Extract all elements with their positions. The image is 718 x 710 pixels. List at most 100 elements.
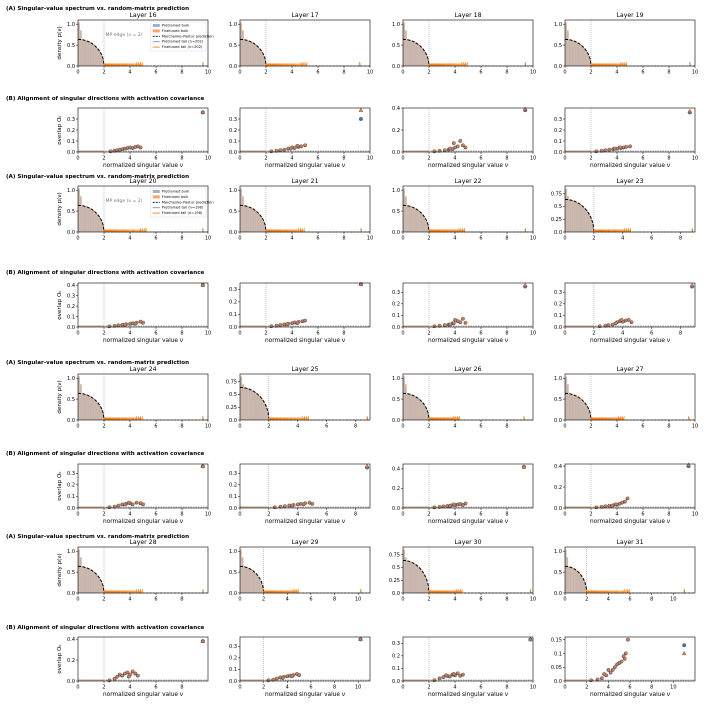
bulk-overlap-band: [240, 325, 266, 327]
axes-frame: [239, 282, 371, 328]
pretrained-bulk-bar: [258, 396, 261, 420]
axes-frame: [402, 19, 534, 67]
pretrained-bulk-bar: [569, 567, 572, 593]
x-tick-label: 4: [286, 685, 289, 691]
y-tick-label: 0.2: [392, 654, 400, 660]
x-tick-label: 4: [615, 156, 618, 162]
x-tick-label: 4: [453, 236, 456, 242]
y-tick-label: 0.2: [392, 486, 400, 492]
x-tick-label: 0: [401, 236, 404, 242]
x-tick-label: 6: [154, 512, 157, 518]
bulk-overlap-band: [403, 325, 429, 327]
x-axis-label: normalized singular value ν: [428, 338, 508, 344]
y-tick-label: 0.0: [67, 591, 75, 597]
x-tick-label: 2: [427, 331, 430, 337]
pretrained-bulk-bar: [240, 377, 243, 420]
pretrained-bulk-bar: [241, 31, 244, 66]
pretrained-bulk-bar: [254, 392, 257, 420]
x-tick-label: 10: [355, 685, 361, 691]
finetuned-point: [441, 504, 446, 508]
finetuned-point: [602, 672, 607, 676]
bulk-overlap-band: [240, 150, 266, 152]
x-tick-label: 8: [342, 156, 345, 162]
bulk-overlap-band: [78, 679, 104, 681]
finetuned-point: [611, 667, 615, 672]
finetuned-point: [437, 676, 442, 680]
y-tick-label: 0.0: [392, 506, 400, 512]
x-tick-label: 6: [641, 156, 644, 162]
y-tick-label: 0.2: [67, 483, 75, 489]
x-tick-label: 8: [505, 597, 508, 603]
y-tick-label: 0.4: [554, 464, 562, 470]
pretrained-bulk-bar: [240, 189, 242, 232]
x-tick-label: 2: [427, 156, 430, 162]
pretrained-bulk-bar: [98, 577, 101, 593]
pretrained-bulk-bar: [423, 216, 426, 232]
finetuned-point: [131, 502, 135, 506]
y-tick-label: 0.15: [551, 638, 562, 644]
pretrained-bulk-bar: [266, 411, 269, 420]
pretrained-bulk-bar: [79, 558, 82, 593]
pretrained-bulk-bar: [583, 581, 586, 593]
overlap-panel: 0.0 0.1 0.2 0.3 0 2 4 6 8 10 normalized singular v…: [392, 636, 536, 698]
finetuned-point: [125, 670, 130, 675]
y-tick-label: 0.25: [389, 578, 400, 584]
y-tick-label: 0.5: [229, 209, 237, 215]
pretrained-bulk-bar: [412, 41, 415, 66]
x-tick-label: 10: [530, 331, 536, 337]
y-tick-label: 0.5: [554, 570, 562, 576]
legend-entry: Finetuned bulk: [162, 29, 189, 33]
y-tick-label: 0.3: [229, 471, 237, 477]
pretrained-bulk-bar: [587, 54, 590, 66]
pretrained-bulk-bar: [585, 50, 588, 66]
x-tick-label: 8: [180, 685, 183, 691]
x-tick-label: 2: [102, 156, 105, 162]
y-tick-label: 0.1: [229, 667, 237, 673]
pretrained-bulk-bar: [419, 212, 422, 232]
x-tick-label: 4: [290, 236, 293, 242]
density-panel: Layer 24 0.0 0.5 1.0 0 2 4 6 8 10 density p(ν): [57, 366, 211, 430]
x-tick-label: 2: [589, 512, 592, 518]
x-tick-label: 6: [479, 331, 482, 337]
x-tick-label: 6: [316, 156, 319, 162]
bulk-overlap-band: [565, 679, 587, 681]
pretrained-bulk-bar: [91, 397, 93, 420]
pretrained-bulk-bar: [102, 413, 104, 420]
x-tick-label: 2: [102, 331, 105, 337]
x-tick-label: 2: [102, 70, 105, 76]
pretrained-bulk-bar: [251, 208, 253, 232]
finetuned-point: [285, 322, 289, 326]
x-axis-label: normalized singular value ν: [265, 163, 345, 169]
bulk-overlap-band: [403, 506, 429, 508]
x-tick-label: 6: [479, 597, 482, 603]
finetuned-point: [133, 321, 138, 326]
y-axis-label: density p(ν): [57, 380, 63, 413]
finetuned-outlier: [689, 282, 695, 287]
panel-title: Layer 24: [129, 366, 156, 373]
finetuned-point: [624, 144, 629, 149]
pretrained-bulk-bar: [243, 206, 246, 232]
finetuned-outlier: [686, 462, 691, 467]
x-tick-label: 2: [585, 685, 588, 691]
x-tick-label: 10: [205, 156, 211, 162]
pretrained-bulk-bar: [255, 573, 257, 593]
x-tick-label: 6: [479, 70, 482, 76]
finetuned-point: [448, 503, 452, 508]
pretrained-bulk-bar: [565, 189, 568, 232]
pretrained-bulk-bar: [568, 394, 571, 420]
x-tick-label: 8: [505, 685, 508, 691]
pretrained-bulk-bar: [253, 209, 255, 232]
y-tick-label: 0.0: [392, 230, 400, 236]
x-tick-label: 8: [342, 70, 345, 76]
panel-title: Layer 20: [129, 178, 156, 185]
finetuned-outlier: [358, 636, 363, 641]
density-panel: Layer 29 0.0 0.5 1.0 0 2 4 6 8 10: [229, 539, 371, 603]
pretrained-bulk-bar: [96, 402, 99, 420]
y-tick-label: 0.2: [67, 128, 75, 134]
mp-curve: [402, 204, 430, 233]
overlap-panel: 0.0 0.1 0.2 0.3 0 2 4 6 8 10 normalized singular v…: [554, 107, 698, 169]
x-tick-label: 6: [650, 331, 653, 337]
pretrained-bulk-bar: [416, 397, 418, 420]
x-tick-label: 6: [479, 685, 482, 691]
section-heading: (B) Alignment of singular directions wit…: [6, 96, 205, 102]
